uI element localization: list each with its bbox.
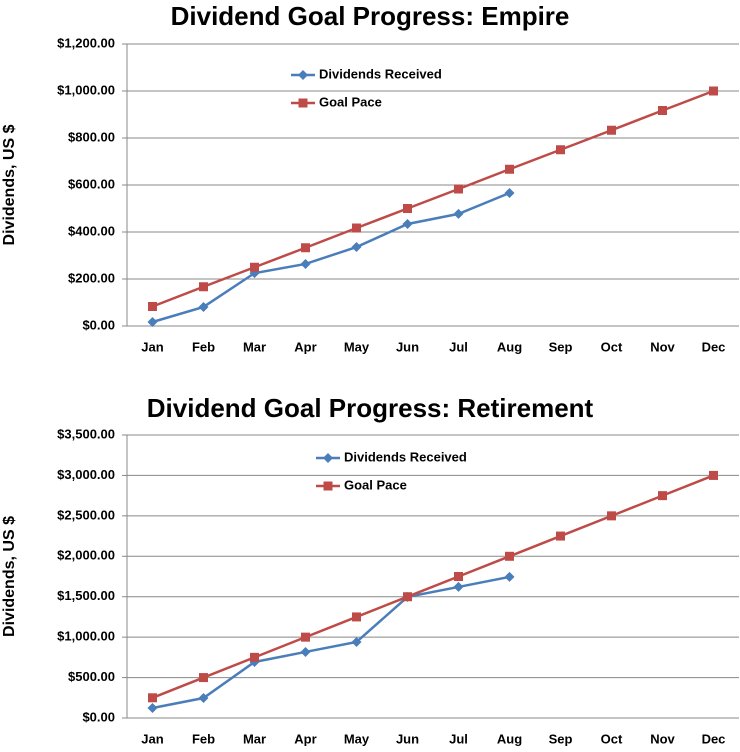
marker: [147, 317, 158, 328]
marker: [607, 125, 616, 135]
x-tick-label: Feb: [192, 339, 215, 354]
marker: [403, 204, 412, 213]
marker: [658, 106, 667, 116]
chart-title: Dividend Goal Progress: Empire: [171, 1, 570, 31]
marker: [300, 646, 311, 657]
marker: [351, 636, 362, 647]
marker: [505, 551, 514, 561]
marker: [453, 208, 464, 219]
y-tick-label: $1,500.00: [57, 588, 115, 603]
marker: [250, 262, 259, 272]
marker: [199, 282, 208, 292]
marker: [301, 243, 310, 253]
series-line: [152, 474, 714, 699]
marker: [505, 164, 514, 174]
x-tick-label: Jul: [449, 339, 468, 354]
chart: Dividend Goal Progress: Retirement Divide…: [1, 393, 739, 746]
x-tick-label: Jun: [396, 731, 419, 746]
marker: [323, 453, 333, 463]
marker: [454, 572, 463, 581]
marker: [323, 481, 333, 491]
marker: [148, 301, 157, 311]
x-tick-label: Oct: [601, 731, 623, 746]
x-tick-label: Mar: [243, 731, 266, 746]
marker: [556, 531, 565, 541]
marker: [403, 592, 412, 602]
legend-label: Dividends Received: [344, 449, 467, 464]
y-tick-label: $1,200.00: [57, 35, 115, 50]
x-tick-label: Nov: [650, 731, 675, 746]
legend-label: Dividends Received: [319, 66, 442, 81]
marker: [198, 693, 209, 704]
marker: [351, 242, 362, 253]
x-tick-label: Aug: [497, 339, 522, 354]
y-tick-label: $2,000.00: [57, 548, 115, 563]
marker: [658, 491, 667, 501]
x-tick-label: Jun: [396, 339, 419, 354]
chart: Dividend Goal Progress: Empire Dividends,…: [1, 1, 739, 354]
marker: [709, 86, 718, 96]
y-tick-label: $3,500.00: [57, 426, 115, 441]
y-tick-label: $2,500.00: [57, 507, 115, 522]
marker: [454, 184, 463, 194]
marker: [147, 702, 158, 713]
x-tick-label: Aug: [497, 731, 522, 746]
x-tick-label: Jan: [141, 339, 163, 354]
y-tick-label: $500.00: [68, 669, 115, 684]
marker: [199, 673, 208, 683]
x-tick-label: Apr: [294, 731, 316, 746]
x-tick-label: May: [344, 339, 370, 354]
y-tick-label: $600.00: [68, 176, 115, 191]
legend-label: Goal Pace: [319, 94, 382, 109]
marker: [301, 632, 310, 642]
x-tick-label: May: [344, 731, 370, 746]
y-tick-label: $400.00: [68, 223, 115, 238]
x-tick-label: Sep: [549, 731, 573, 746]
x-tick-label: Oct: [601, 339, 623, 354]
x-tick-label: Apr: [294, 339, 316, 354]
chart-title: Dividend Goal Progress: Retirement: [147, 393, 594, 423]
x-tick-label: Jan: [141, 731, 163, 746]
y-axis-label: Dividends, US $: [1, 124, 18, 245]
marker: [607, 511, 616, 521]
x-tick-label: Nov: [650, 339, 675, 354]
y-axis-label: Dividends, US $: [1, 516, 18, 637]
x-tick-label: Dec: [702, 339, 726, 354]
marker: [352, 223, 361, 233]
x-tick-label: Mar: [243, 339, 266, 354]
marker: [504, 571, 515, 582]
y-tick-label: $0.00: [82, 709, 115, 724]
marker: [402, 219, 413, 230]
y-tick-label: $200.00: [68, 270, 115, 285]
series-line: [152, 575, 510, 710]
x-tick-label: Jul: [449, 731, 468, 746]
y-tick-label: $1,000.00: [57, 82, 115, 97]
y-tick-label: $0.00: [82, 317, 115, 332]
marker: [298, 98, 308, 108]
marker: [250, 652, 259, 662]
x-tick-label: Feb: [192, 731, 215, 746]
marker: [504, 187, 515, 198]
marker: [198, 301, 209, 312]
series-line: [152, 191, 510, 324]
marker: [148, 693, 157, 703]
y-tick-label: $3,000.00: [57, 467, 115, 482]
y-tick-label: $800.00: [68, 129, 115, 144]
marker: [556, 145, 565, 155]
marker: [300, 258, 311, 269]
marker: [453, 581, 464, 592]
legend-label: Goal Pace: [344, 477, 407, 492]
x-tick-label: Sep: [549, 339, 573, 354]
marker: [709, 470, 718, 480]
y-tick-label: $1,000.00: [57, 629, 115, 644]
x-tick-label: Dec: [702, 731, 726, 746]
marker: [298, 70, 308, 80]
series-line: [152, 89, 714, 308]
marker: [352, 612, 361, 622]
